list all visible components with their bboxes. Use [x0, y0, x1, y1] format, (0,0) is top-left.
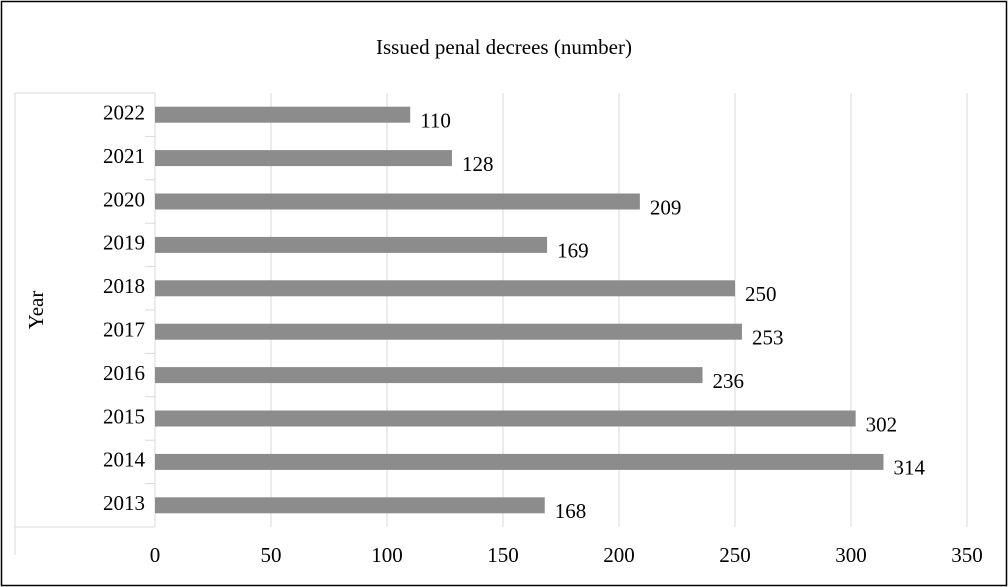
- data-label: 209: [650, 195, 682, 219]
- x-tick-label: 300: [835, 543, 867, 567]
- x-tick-label: 200: [603, 543, 635, 567]
- data-label: 128: [462, 152, 494, 176]
- y-tick-label: 2018: [103, 274, 145, 298]
- data-label: 169: [557, 239, 589, 263]
- data-label: 314: [893, 456, 925, 480]
- bar: [155, 410, 856, 427]
- y-tick-label: 2013: [103, 491, 145, 515]
- data-label: 168: [555, 499, 587, 523]
- bar: [155, 497, 545, 514]
- y-tick-label: 2022: [103, 101, 145, 125]
- x-tick-label: 100: [371, 543, 403, 567]
- y-tick-label: 2017: [103, 318, 145, 342]
- x-tick-label: 250: [719, 543, 751, 567]
- bar: [155, 367, 703, 384]
- x-tick-label: 50: [261, 543, 282, 567]
- y-tick-label: 2014: [103, 448, 146, 472]
- x-tick-label: 350: [951, 543, 983, 567]
- x-tick-label: 150: [487, 543, 519, 567]
- y-tick-label: 2015: [103, 404, 145, 428]
- y-tick-label: 2016: [103, 361, 145, 385]
- axis-box: [14, 92, 155, 555]
- bar: [155, 323, 742, 340]
- data-label: 253: [752, 326, 784, 350]
- data-label: 250: [745, 282, 777, 306]
- bar: [155, 150, 452, 167]
- x-tick-label: 0: [150, 543, 161, 567]
- y-tick-label: 2020: [103, 187, 145, 211]
- bar: [155, 236, 548, 253]
- data-label: 236: [713, 369, 745, 393]
- y-tick-label: 2021: [103, 144, 145, 168]
- y-axis-label: Year: [24, 291, 48, 330]
- bar: [155, 453, 884, 470]
- y-tick-label: 2019: [103, 231, 145, 255]
- bar: [155, 106, 411, 123]
- bar: [155, 193, 640, 210]
- data-label: 110: [420, 109, 451, 133]
- bar: [155, 280, 735, 297]
- data-label: 302: [866, 412, 898, 436]
- chart-title: Issued penal decrees (number): [376, 35, 632, 59]
